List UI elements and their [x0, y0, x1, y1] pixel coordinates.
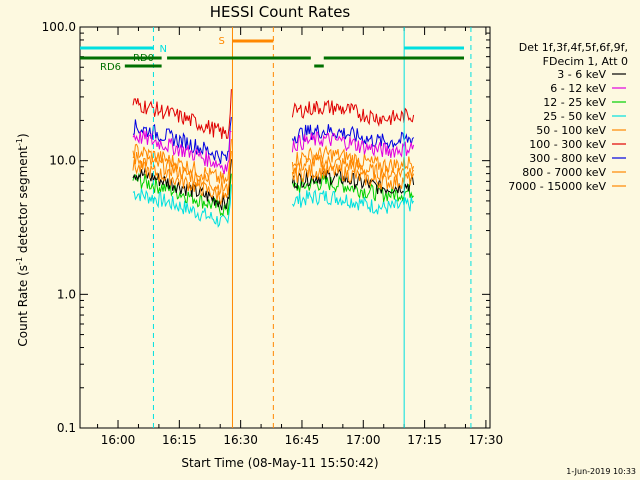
series-line	[291, 162, 415, 190]
x-tick-label: 17:00	[346, 433, 381, 447]
legend-header: Det 1f,3f,4f,5f,6f,9f,	[519, 41, 628, 54]
legend-label: 800 - 7000 keV	[522, 166, 606, 179]
y-tick-label: 0.1	[57, 421, 76, 435]
x-axis-label: Start Time (08-May-11 15:50:42)	[181, 456, 378, 470]
timestamp: 1-Jun-2019 10:33	[566, 467, 636, 476]
saa-label: S	[218, 36, 224, 47]
legend-label: 3 - 6 keV	[557, 68, 606, 81]
y-tick-label: 10.0	[49, 154, 76, 168]
series-line	[132, 139, 232, 184]
legend-header: FDecim 1, Att 0	[543, 55, 628, 68]
legend-label: 100 - 300 keV	[529, 138, 606, 151]
series-line	[292, 144, 415, 174]
legend-label: 12 - 25 keV	[543, 96, 606, 109]
legend-label: 50 - 100 keV	[536, 124, 606, 137]
series-line	[291, 131, 415, 158]
legend-label: 7000 - 15000 keV	[508, 180, 606, 193]
chart-title: HESSI Count Rates	[210, 3, 351, 21]
series-line	[132, 150, 232, 206]
x-tick-label: 16:45	[285, 433, 320, 447]
x-tick-label: 16:30	[223, 433, 258, 447]
series-line	[132, 130, 232, 175]
series-line	[132, 116, 232, 164]
y-axis-label: Count Rate (s-1 detector segment-1)	[15, 133, 30, 346]
series-line	[291, 124, 414, 150]
legend-label: 6 - 12 keV	[550, 82, 606, 95]
x-tick-label: 16:00	[101, 433, 136, 447]
series-line	[291, 99, 415, 128]
series-line	[132, 89, 232, 139]
x-tick-label: 17:15	[407, 433, 442, 447]
legend-label: 25 - 50 keV	[543, 110, 606, 123]
x-tick-label: 16:15	[162, 433, 197, 447]
series-line	[132, 184, 232, 228]
rd6-label: RD6	[100, 62, 121, 73]
series-line	[291, 189, 415, 215]
y-tick-label: 1.0	[57, 287, 76, 301]
plot-frame	[79, 26, 491, 429]
x-tick-label: 17:30	[469, 433, 504, 447]
night-label: N	[159, 44, 166, 55]
rd0-label: RD0	[133, 53, 154, 64]
legend: Det 1f,3f,4f,5f,6f,9f,FDecim 1, Att 03 -…	[508, 41, 628, 193]
plot-area: 0.1 1.0 10.0 100.0 16:00 16:15 16:30 16:45 17:00…	[42, 20, 504, 447]
y-tick-label: 100.0	[42, 20, 76, 34]
legend-label: 300 - 800 keV	[529, 152, 606, 165]
